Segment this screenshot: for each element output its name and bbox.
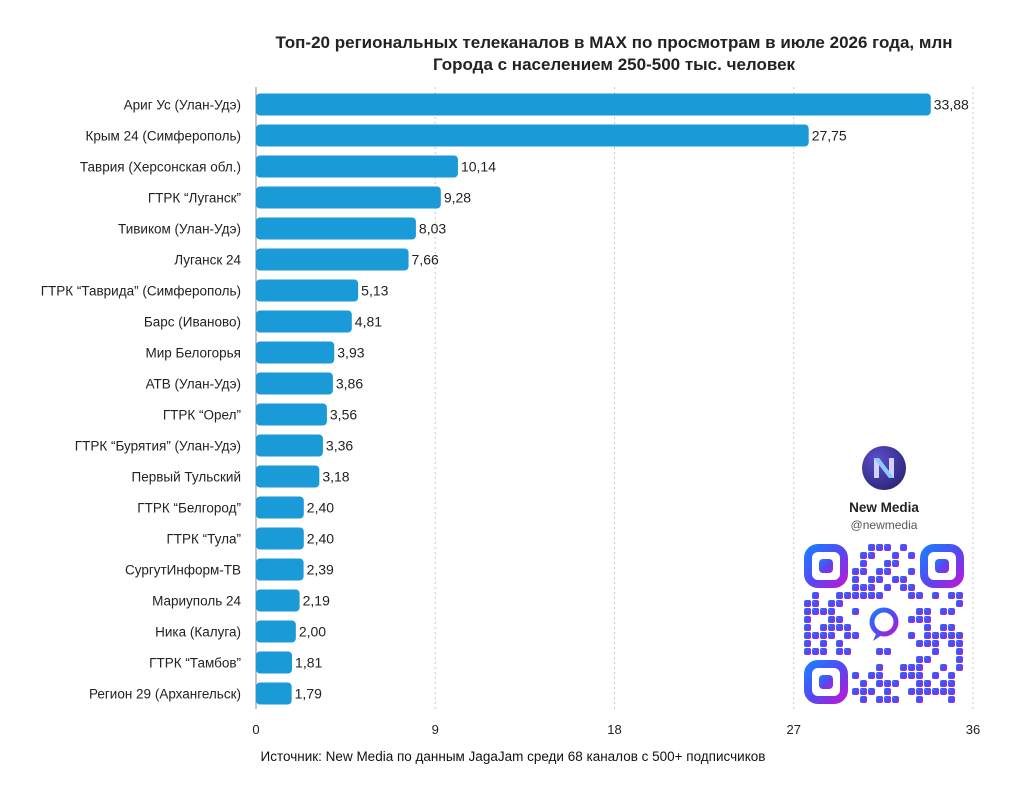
bar-chart: Топ-20 региональных телеканалов в MAX по… <box>41 33 981 737</box>
category-label: ГТРК “Тула” <box>167 532 242 547</box>
bar <box>256 93 931 116</box>
x-tick-label: 9 <box>432 722 439 737</box>
category-label: ГТРК “Тамбов” <box>149 656 241 671</box>
value-label: 9,28 <box>444 190 471 206</box>
category-label: ГТРК “Луганск” <box>148 191 241 206</box>
value-label: 1,81 <box>295 655 322 671</box>
category-label: ГТРК “Бурятия” (Улан-Удэ) <box>75 439 241 454</box>
bar <box>256 558 304 581</box>
category-label: АТВ (Улан-Удэ) <box>146 377 241 392</box>
value-label: 33,88 <box>934 97 969 113</box>
bar <box>256 124 809 147</box>
value-label: 3,86 <box>336 376 363 392</box>
value-label: 2,19 <box>303 593 330 609</box>
category-label: ГТРК “Белгород” <box>137 501 241 516</box>
bar <box>256 465 320 488</box>
category-label: Регион 29 (Архангельск) <box>89 687 241 702</box>
category-label: Барс (Иваново) <box>144 315 241 330</box>
bar <box>256 496 304 519</box>
x-tick-label: 36 <box>966 722 980 737</box>
value-label: 5,13 <box>361 283 388 299</box>
bar <box>256 310 352 333</box>
value-label: 3,93 <box>337 345 364 361</box>
brand-handle: @newmedia <box>850 518 918 532</box>
value-label: 2,40 <box>307 500 334 516</box>
category-label: Луганск 24 <box>174 253 241 268</box>
value-label: 2,39 <box>307 562 334 578</box>
value-label: 3,36 <box>326 438 353 454</box>
bar <box>256 434 323 457</box>
bar <box>256 372 333 395</box>
bar <box>256 651 293 674</box>
bar <box>256 248 409 271</box>
source-note: Источник: New Media по данным JagaJam ср… <box>260 749 766 764</box>
category-label: ГТРК “Таврида” (Симферополь) <box>41 284 241 299</box>
value-label: 8,03 <box>419 221 446 237</box>
category-label: Первый Тульский <box>132 470 241 485</box>
brand-block: New Media @newmedia <box>800 446 968 532</box>
bar <box>256 620 296 643</box>
new-media-logo-icon <box>862 446 906 490</box>
category-label: Ника (Калуга) <box>155 625 241 640</box>
value-label: 3,56 <box>330 407 357 423</box>
x-tick-label: 27 <box>787 722 801 737</box>
value-label: 1,79 <box>295 686 322 702</box>
bar <box>256 186 441 209</box>
bar <box>256 527 304 550</box>
bar <box>256 155 458 178</box>
value-label: 2,40 <box>307 531 334 547</box>
category-label: Таврия (Херсонская обл.) <box>80 160 241 175</box>
x-tick-label: 0 <box>252 722 259 737</box>
qr-code-icon <box>804 544 964 704</box>
category-label: СургутИнформ-ТВ <box>125 563 241 578</box>
bar <box>256 279 359 302</box>
bar <box>256 682 292 705</box>
value-label: 2,00 <box>299 624 326 640</box>
bar <box>256 403 327 426</box>
bar <box>256 341 335 364</box>
bar <box>256 217 416 240</box>
value-label: 10,14 <box>461 159 496 175</box>
category-label: Ариг Ус (Улан-Удэ) <box>124 98 241 113</box>
category-label: Тивиком (Улан-Удэ) <box>118 222 241 237</box>
chart-title: Топ-20 региональных телеканалов в MAX по… <box>275 33 952 52</box>
x-tick-label: 18 <box>607 722 621 737</box>
value-label: 27,75 <box>812 128 847 144</box>
brand-name: New Media <box>849 500 919 515</box>
category-label: Мариуполь 24 <box>152 594 241 609</box>
value-label: 3,18 <box>322 469 349 485</box>
value-label: 7,66 <box>412 252 439 268</box>
category-label: ГТРК “Орел” <box>163 408 241 423</box>
category-label: Мир Белогорья <box>146 346 242 361</box>
chart-subtitle: Города с населением 250-500 тыс. человек <box>433 55 796 74</box>
bar <box>256 589 300 612</box>
value-label: 4,81 <box>355 314 382 330</box>
category-label: Крым 24 (Симферополь) <box>85 129 241 144</box>
